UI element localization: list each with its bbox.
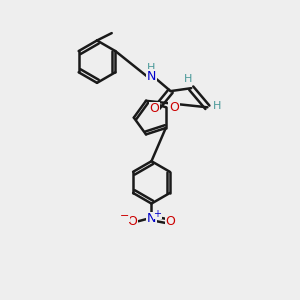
Text: H: H <box>184 74 193 84</box>
Text: H: H <box>213 101 221 111</box>
Text: N: N <box>147 70 156 83</box>
Text: O: O <box>166 215 176 228</box>
Text: H: H <box>147 63 156 73</box>
Text: −: − <box>120 211 129 221</box>
Text: O: O <box>128 215 137 228</box>
Text: O: O <box>149 102 159 115</box>
Text: +: + <box>153 208 161 219</box>
Text: N: N <box>147 212 156 225</box>
Text: O: O <box>169 101 179 114</box>
